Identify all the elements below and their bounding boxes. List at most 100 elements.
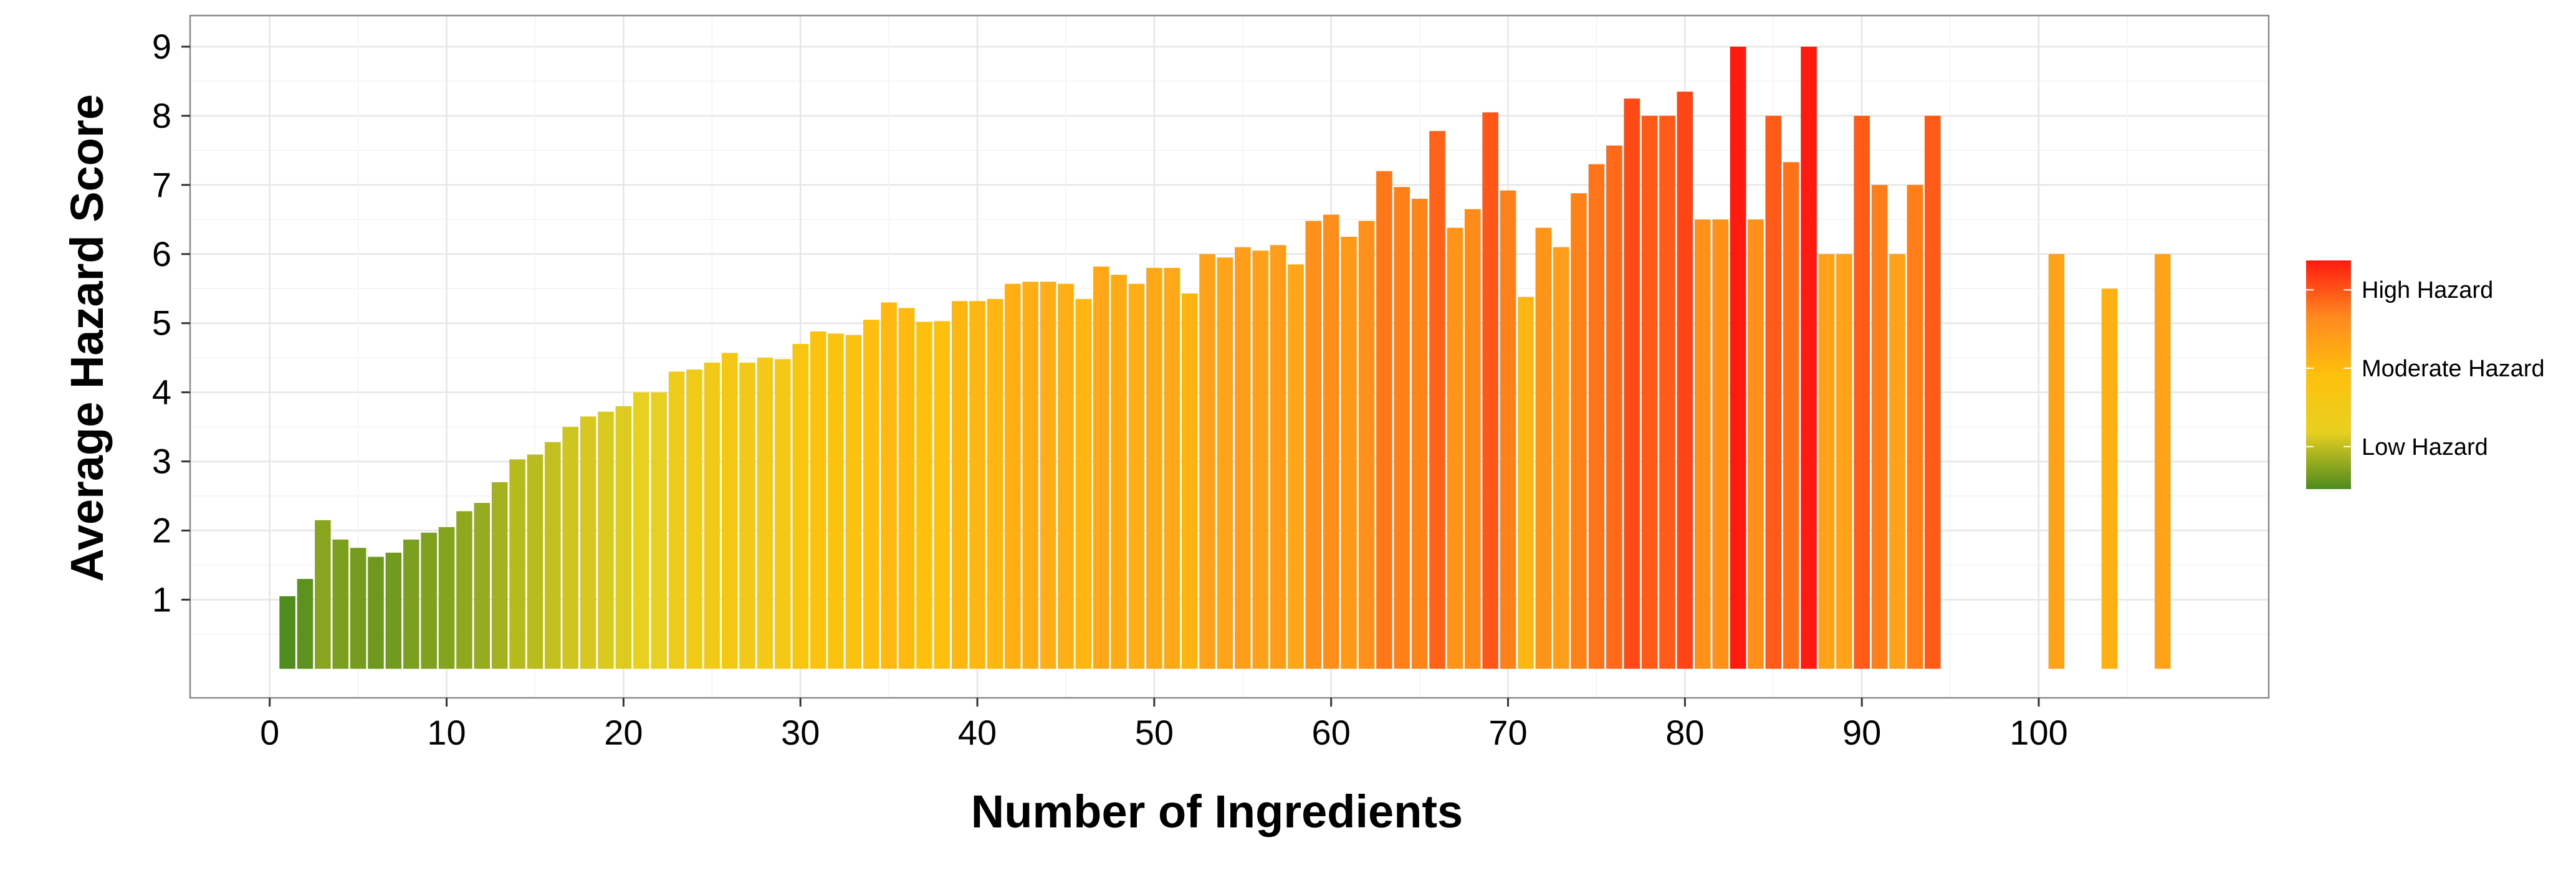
bar (350, 548, 366, 669)
bar (1748, 219, 1764, 669)
bar (2048, 254, 2065, 669)
bar (1305, 221, 1322, 669)
bar (1588, 164, 1605, 669)
bar (686, 369, 702, 669)
bars (279, 46, 2171, 669)
y-axis-title: Average Hazard Score (61, 94, 113, 582)
bar (898, 308, 915, 669)
x-tick-label: 50 (1135, 713, 1174, 752)
bar (1606, 145, 1622, 669)
bar (438, 526, 455, 669)
bar (1199, 254, 1215, 669)
y-tick-label: 7 (152, 165, 171, 204)
x-tick-label: 90 (1842, 713, 1881, 752)
bar (1854, 115, 1870, 669)
plot-border (189, 14, 2270, 699)
bar (845, 335, 862, 669)
bar (668, 371, 685, 669)
y-tick-label: 9 (152, 27, 171, 66)
bar (863, 320, 879, 669)
y-tick-label: 2 (152, 511, 171, 550)
bar (491, 482, 508, 669)
plot-panel (189, 14, 2270, 699)
y-tick-label: 1 (152, 579, 171, 619)
bar (1447, 227, 1463, 669)
bar (598, 411, 614, 669)
x-tick-label: 20 (604, 713, 643, 752)
bar (1128, 283, 1145, 669)
bar (739, 362, 755, 669)
bar (297, 579, 314, 669)
legend-ticks (2306, 289, 2351, 447)
bar (951, 301, 968, 669)
bar (1783, 162, 1799, 669)
bar (527, 454, 543, 669)
bar (934, 321, 950, 669)
bar (1712, 219, 1728, 669)
bar (1836, 254, 1852, 669)
bar (1553, 247, 1569, 669)
bar (385, 553, 402, 669)
bar (1518, 297, 1534, 669)
bar (1571, 193, 1587, 669)
bar (1482, 112, 1498, 669)
x-tick-label: 40 (958, 713, 997, 752)
legend-label: Moderate Hazard (2362, 356, 2545, 382)
legend: High Hazard Moderate Hazard Low Hazard (2306, 260, 2545, 489)
bar (1111, 275, 1127, 669)
bar (828, 333, 844, 669)
bar (651, 392, 667, 669)
bar (1411, 198, 1428, 669)
bar (279, 596, 295, 669)
bar (1252, 250, 1268, 669)
bar (1624, 98, 1640, 669)
bar (580, 416, 596, 669)
x-axis: 0 10 20 30 40 50 60 70 80 90 100 (260, 698, 2068, 752)
bar (1022, 282, 1038, 669)
bar (1164, 267, 1180, 669)
bar (704, 362, 721, 669)
y-tick-label: 8 (152, 96, 171, 135)
bar (1871, 184, 1888, 669)
bar (1924, 115, 1941, 669)
bar (1358, 221, 1375, 669)
bar (810, 331, 826, 669)
bar (1093, 266, 1109, 669)
bar (721, 353, 738, 669)
bar (1765, 115, 1782, 669)
bar (1730, 46, 1746, 669)
legend-labels: High Hazard Moderate Hazard Low Hazard (2362, 277, 2545, 460)
bar (474, 503, 491, 669)
bar (1394, 187, 1410, 669)
bar (1376, 171, 1392, 669)
y-tick-label: 6 (152, 234, 171, 274)
bar (1075, 298, 1092, 669)
y-tick-label: 3 (152, 442, 171, 481)
bar (1801, 46, 1817, 669)
bar (1040, 282, 1056, 669)
bar (1270, 245, 1286, 669)
bar (2101, 288, 2118, 669)
legend-label: High Hazard (2362, 277, 2493, 303)
bar (1694, 219, 1711, 669)
bar (509, 459, 525, 669)
bar (1677, 92, 1693, 669)
bar (1889, 254, 1905, 669)
bar (615, 406, 632, 669)
bar (1323, 214, 1339, 669)
bar (1217, 257, 1233, 669)
y-axis: 1 2 3 4 5 6 7 8 9 (152, 27, 190, 619)
bar (969, 301, 985, 669)
bar (757, 358, 773, 669)
bar (881, 302, 897, 669)
y-tick-label: 4 (152, 373, 171, 412)
bar (1500, 190, 1516, 669)
legend-color-bar (2306, 260, 2351, 489)
bar (775, 359, 791, 669)
x-axis-title: Number of Ingredients (971, 786, 1463, 837)
x-tick-label: 100 (2009, 713, 2067, 752)
bar (1641, 115, 1658, 669)
bar (332, 539, 349, 669)
bar (1005, 283, 1021, 669)
